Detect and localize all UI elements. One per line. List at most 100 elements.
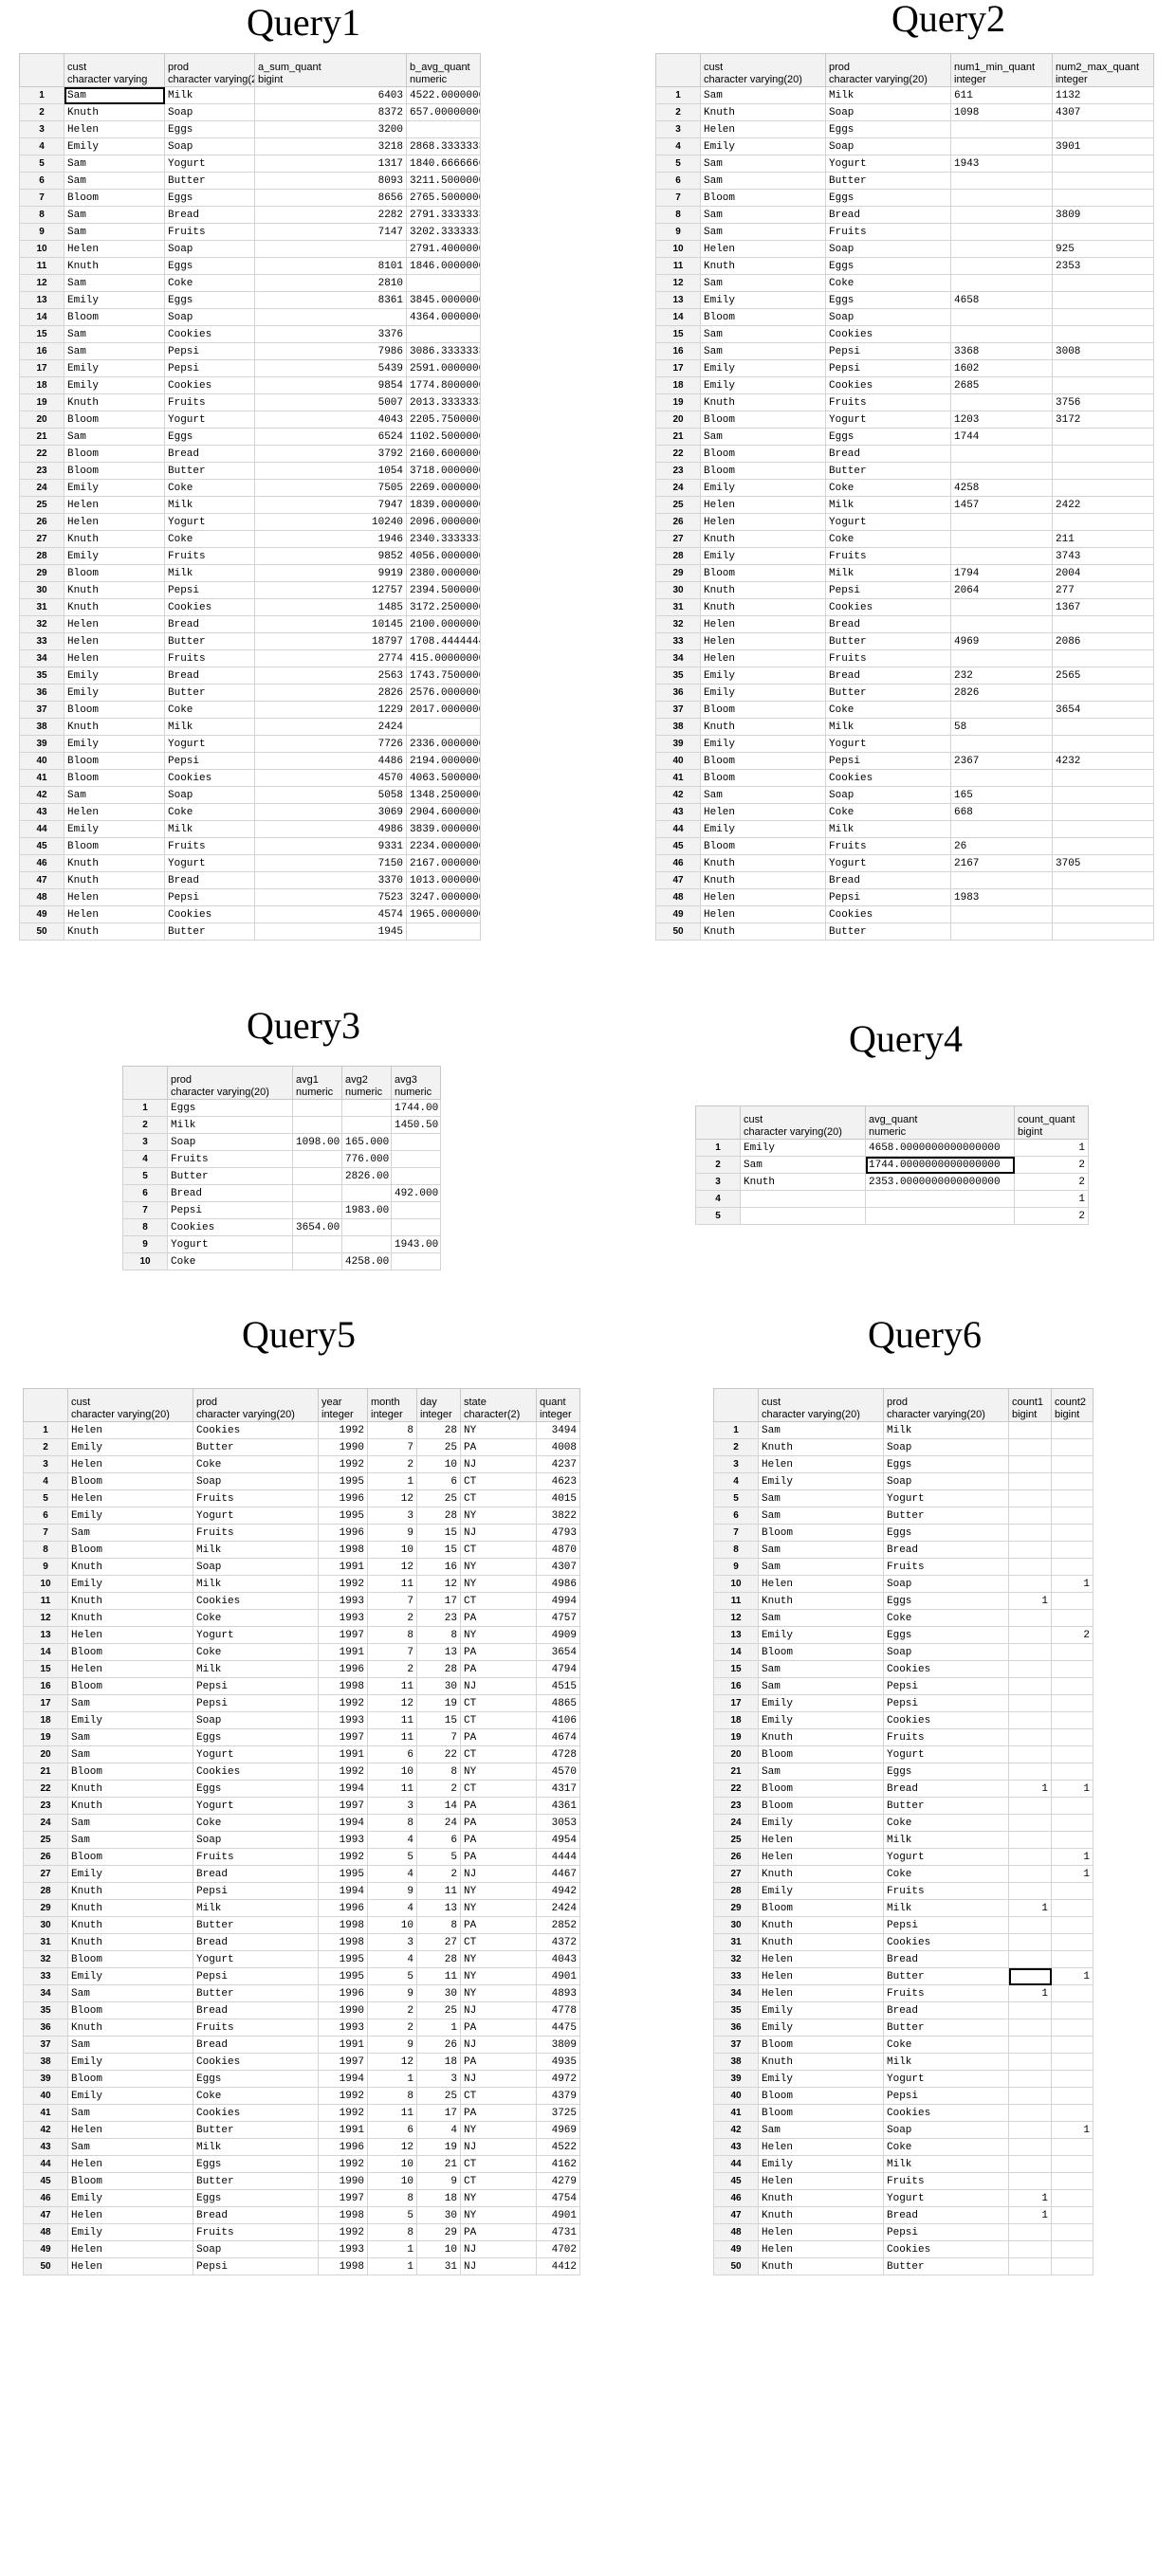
table-cell[interactable]: Yogurt [825,513,951,531]
table-cell[interactable]: CT [460,1711,537,1729]
table-cell[interactable] [1008,1677,1052,1695]
table-cell[interactable]: 2160.6000000000000000 [406,445,481,463]
table-cell[interactable]: Eggs [883,1763,1009,1781]
table-cell[interactable]: 4043 [254,411,407,429]
table-row[interactable]: 11 Knuth Eggs 1 [713,1592,1093,1610]
table-cell[interactable]: Bloom [64,837,165,855]
table-cell[interactable]: Sam [67,1814,193,1832]
table-cell[interactable] [950,871,1053,889]
table-row[interactable]: 7 Bloom Eggs [655,189,1154,207]
table-cell[interactable] [406,325,481,343]
table-cell[interactable]: 1992 [318,1848,368,1866]
table-cell[interactable] [1051,1455,1093,1473]
table-cell[interactable]: Butter [825,684,951,702]
row-number[interactable]: 29 [713,1899,759,1917]
table-cell[interactable]: 1102.5000000000000000 [406,428,481,446]
row-number[interactable]: 20 [713,1745,759,1763]
table-cell[interactable]: Helen [758,1984,884,2002]
table-row[interactable]: 31 Knuth Bread 1998 3 27 CT 4372 [23,1933,580,1951]
row-number[interactable]: 43 [713,2138,759,2156]
table-cell[interactable]: Pepsi [193,1882,319,1900]
table-row[interactable]: 11 Knuth Cookies 1993 7 17 CT 4994 [23,1592,580,1610]
table-cell[interactable]: 1998 [318,2206,368,2224]
table-cell[interactable]: 15 [416,1524,461,1542]
table-cell[interactable]: Cookies [883,1711,1009,1729]
table-cell[interactable]: 29 [416,2223,461,2241]
table-cell[interactable]: Knuth [758,2206,884,2224]
row-number[interactable]: 1 [122,1099,168,1117]
table-cell[interactable]: Pepsi [167,1201,293,1219]
table-row[interactable]: 10 Emily Milk 1992 11 12 NY 4986 [23,1575,580,1593]
table-cell[interactable]: 3654 [1052,701,1154,719]
table-cell[interactable]: 1996 [318,1984,368,2002]
table-cell[interactable] [1052,649,1154,667]
table-cell[interactable]: 1229 [254,701,407,719]
table-cell[interactable]: 4954 [536,1831,580,1849]
table-row[interactable]: 12 Sam Coke [713,1609,1093,1627]
table-cell[interactable]: Helen [64,803,165,821]
table-cell[interactable]: 4522 [536,2138,580,2156]
table-cell[interactable]: Pepsi [164,752,255,770]
table-cell[interactable]: 4307 [1052,103,1154,121]
table-row[interactable]: 3 Helen Coke 1992 2 10 NJ 4237 [23,1455,580,1473]
table-cell[interactable]: Soap [164,103,255,121]
table-row[interactable]: 2 Knuth Soap [713,1438,1093,1456]
table-cell[interactable] [406,923,481,941]
row-number[interactable]: 2 [23,1438,68,1456]
table-cell[interactable]: Sam [64,428,165,446]
table-cell[interactable]: Fruits [193,1489,319,1507]
table-cell[interactable]: Bloom [758,1524,884,1542]
row-number[interactable]: 26 [23,1848,68,1866]
table-cell[interactable] [1008,1660,1052,1678]
column-header-avg2[interactable]: avg2 numeric [341,1066,392,1100]
table-cell[interactable]: Bloom [700,189,826,207]
table-row[interactable]: 49 Helen Cookies [655,905,1154,923]
table-cell[interactable]: 657.0000000000000000 [406,103,481,121]
table-cell[interactable]: Bread [825,667,951,685]
table-cell[interactable]: 15 [416,1541,461,1559]
table-cell[interactable]: 3792 [254,445,407,463]
row-number[interactable]: 4 [655,137,701,155]
table-cell[interactable]: Emily [758,1626,884,1644]
table-cell[interactable]: Soap [167,1133,293,1151]
table-cell[interactable]: Helen [67,2257,193,2275]
table-cell[interactable]: Cookies [193,1592,319,1610]
table-cell[interactable]: Bloom [758,1780,884,1798]
table-cell[interactable]: Butter [883,2019,1009,2037]
row-number[interactable]: 33 [655,632,701,650]
column-header-b-avg-quant[interactable]: b_avg_quant numeric [406,53,481,87]
table-cell[interactable]: 16 [416,1558,461,1576]
table-cell[interactable]: 1794 [950,564,1053,582]
table-cell[interactable]: 211 [1052,530,1154,548]
table-cell[interactable]: 415.0000000000000000 [406,649,481,667]
row-number[interactable]: 15 [655,325,701,343]
table-cell[interactable]: 492.000 [391,1184,441,1202]
table-cell[interactable]: 4467 [536,1865,580,1883]
row-number[interactable]: 50 [19,923,64,941]
table-cell[interactable]: Coke [164,530,255,548]
table-cell[interactable]: 2353 [1052,257,1154,275]
table-cell[interactable]: Soap [825,786,951,804]
table-cell[interactable]: Sam [700,206,826,224]
row-number[interactable]: 15 [23,1660,68,1678]
table-cell[interactable]: 4 [367,1899,417,1917]
table-cell[interactable] [406,718,481,736]
table-cell[interactable]: Pepsi [193,1694,319,1712]
table-cell[interactable] [950,206,1053,224]
table-cell[interactable]: 3247.0000000000000000 [406,888,481,906]
table-cell[interactable]: Eggs [883,1626,1009,1644]
table-cell[interactable]: PA [460,1814,537,1832]
table-cell[interactable]: Bloom [700,445,826,463]
table-cell[interactable]: PA [460,1916,537,1934]
table-row[interactable]: 28 Knuth Pepsi 1994 9 11 NY 4942 [23,1882,580,1900]
table-cell[interactable] [1008,1438,1052,1456]
table-cell[interactable]: Milk [164,86,255,104]
table-cell[interactable]: Knuth [64,103,165,121]
table-cell[interactable]: Bread [193,1865,319,1883]
table-cell[interactable]: 3725 [536,2104,580,2122]
row-number[interactable]: 2 [695,1156,741,1174]
